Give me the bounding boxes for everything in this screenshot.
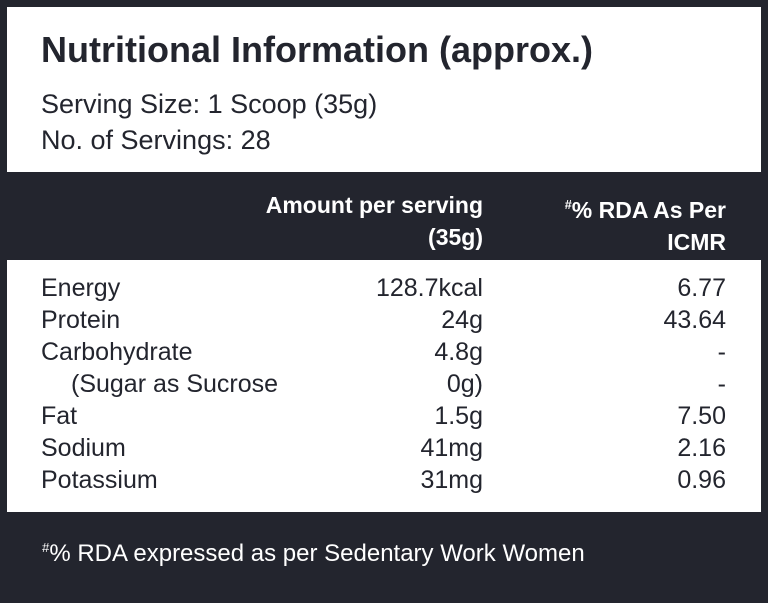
table-row: Carbohydrate 4.8g - xyxy=(7,336,761,368)
nutrient-name: Sodium xyxy=(41,434,126,462)
nutrient-rda: 0.96 xyxy=(677,466,726,494)
nutrient-rda: 6.77 xyxy=(677,274,726,302)
label-header-panel: Nutritional Information (approx.) Servin… xyxy=(7,7,761,172)
rda-marker: # xyxy=(564,198,572,212)
nutrient-amount: 1.5g xyxy=(434,402,483,430)
footnote-marker: # xyxy=(42,540,50,555)
column-header-amount-line2: (35g) xyxy=(428,224,483,250)
nutrient-amount: 41mg xyxy=(420,434,483,462)
footnote: #% RDA expressed as per Sedentary Work W… xyxy=(42,540,585,568)
table-row: Protein 24g 43.64 xyxy=(7,304,761,336)
nutrient-name: (Sugar as Sucrose xyxy=(71,370,279,398)
nutrient-rda: - xyxy=(717,338,726,366)
table-row: (Sugar as Sucrose 0g) - xyxy=(7,368,761,400)
nutrient-rda: 2.16 xyxy=(677,434,726,462)
column-header-row: Amount per serving (35g) #% RDA As Per I… xyxy=(0,172,768,260)
nutrient-name: Energy xyxy=(41,274,121,302)
table-row: Potassium 31mg 0.96 xyxy=(7,464,761,496)
serving-size: Serving Size: 1 Scoop (35g) xyxy=(41,89,378,119)
nutrient-amount: 24g xyxy=(441,306,483,334)
table-row: Fat 1.5g 7.50 xyxy=(7,400,761,432)
servings-count: No. of Servings: 28 xyxy=(41,125,271,155)
nutrient-amount: 4.8g xyxy=(434,338,483,366)
nutrition-table: Energy 128.7kcal 6.77 Protein 24g 43.64 … xyxy=(7,260,761,512)
nutrient-amount: 31mg xyxy=(420,466,483,494)
nutrient-rda: 43.64 xyxy=(663,306,726,334)
column-header-amount: Amount per serving (35g) xyxy=(183,189,483,253)
column-header-rda-line2: ICMR xyxy=(667,228,726,255)
nutrient-name: Fat xyxy=(41,402,78,430)
nutrient-name: Potassium xyxy=(41,466,158,494)
column-header-amount-line1: Amount per serving xyxy=(265,192,483,218)
nutrient-name: Carbohydrate xyxy=(41,338,193,366)
nutrient-name: Protein xyxy=(41,306,121,334)
nutrient-rda: - xyxy=(717,370,726,398)
nutrient-rda: 7.50 xyxy=(677,402,726,430)
nutrient-amount: 0g) xyxy=(446,370,483,398)
rda-label: % RDA As Per xyxy=(571,196,726,223)
nutrient-amount: 128.7kcal xyxy=(375,274,483,302)
footnote-text: % RDA expressed as per Sedentary Work Wo… xyxy=(49,540,585,568)
table-row: Energy 128.7kcal 6.77 xyxy=(7,272,761,304)
label-title: Nutritional Information (approx.) xyxy=(41,29,593,70)
column-header-rda: #% RDA As Per ICMR xyxy=(506,189,726,258)
column-header-rda-line1: #% RDA As Per xyxy=(506,189,726,226)
table-row: Sodium 41mg 2.16 xyxy=(7,432,761,464)
